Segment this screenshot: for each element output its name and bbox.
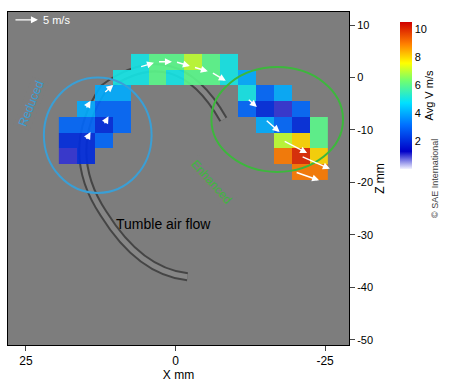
svg-text:Tumble air flow: Tumble air flow <box>116 216 211 232</box>
svg-text:6: 6 <box>415 79 421 91</box>
svg-text:Reduced: Reduced <box>16 79 47 129</box>
svg-text:-50: -50 <box>357 334 373 346</box>
svg-text:25: 25 <box>19 354 33 368</box>
svg-text:10: 10 <box>357 19 369 31</box>
svg-text:X mm: X mm <box>163 368 194 382</box>
svg-text:© SAE International: © SAE International <box>430 139 440 218</box>
svg-text:-25: -25 <box>316 354 334 368</box>
svg-text:Z mm: Z mm <box>373 163 387 194</box>
svg-text:0: 0 <box>172 354 179 368</box>
svg-text:-20: -20 <box>357 176 373 188</box>
svg-text:4: 4 <box>415 107 421 119</box>
svg-text:5 m/s: 5 m/s <box>43 14 70 26</box>
svg-text:Enhanced: Enhanced <box>188 157 235 207</box>
svg-text:Avg V m/s: Avg V m/s <box>423 70 435 120</box>
svg-text:-40: -40 <box>357 281 373 293</box>
svg-text:-30: -30 <box>357 229 373 241</box>
svg-text:2: 2 <box>415 135 421 147</box>
svg-text:8: 8 <box>415 51 421 63</box>
svg-text:-10: -10 <box>357 124 373 136</box>
svg-text:0: 0 <box>357 71 363 83</box>
svg-text:10: 10 <box>415 23 427 35</box>
